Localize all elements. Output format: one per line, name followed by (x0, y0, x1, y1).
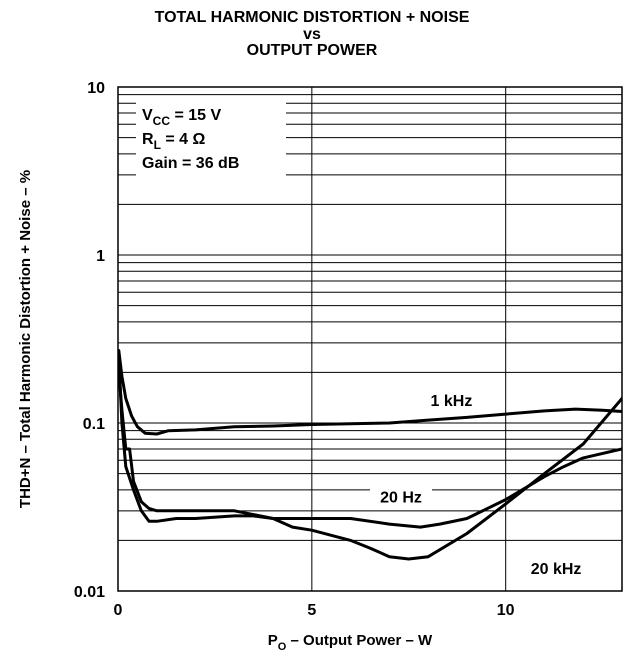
tick-labels: 0.01 0.1 1 10 0 5 10 (74, 80, 515, 619)
condition-line: Gain = 36 dB (142, 155, 239, 172)
condition-rest: = 4 Ω (161, 131, 206, 148)
series-label: 20 Hz (380, 490, 422, 507)
chart-title-line-2: vs (303, 26, 321, 43)
series-label-bg (420, 388, 483, 413)
condition-sub: CC (153, 114, 171, 128)
series-layer (118, 349, 622, 561)
x-tick-label: 5 (307, 602, 316, 619)
y-tick-label: 0.1 (83, 416, 105, 433)
plot-frame (117, 86, 623, 592)
y-tick-label: 0.01 (74, 584, 105, 601)
x-tick-label: 10 (497, 602, 515, 619)
x-axis-label-sub: O (278, 641, 287, 653)
series-label: 1 kHz (431, 393, 473, 410)
chart-title-line-3: OUTPUT POWER (246, 42, 378, 59)
conditions-box (136, 97, 286, 181)
condition-rest: = 15 V (170, 107, 221, 124)
x-axis-label-rest: – Output Power – W (286, 632, 433, 649)
series-label: 20 kHz (531, 561, 582, 578)
condition-line: VCC = 15 V (142, 107, 221, 128)
x-axis-label: PO – Output Power – W (268, 632, 433, 653)
y-axis-label: THD+N – Total Harmonic Distortion + Nois… (17, 170, 34, 508)
series-line-1-khz (118, 349, 622, 436)
series-labels: 1 kHz 20 Hz 20 kHz (370, 388, 592, 581)
series-label-bg (370, 484, 433, 509)
condition-line: RL = 4 Ω (142, 131, 205, 152)
condition-sub: L (154, 138, 161, 152)
x-tick-label: 0 (114, 602, 123, 619)
condition-main: R (142, 131, 154, 148)
series-label-bg (520, 556, 592, 581)
y-tick-label: 1 (96, 248, 105, 265)
y-tick-label: 10 (87, 80, 105, 97)
test-conditions: VCC = 15 V RL = 4 Ω Gain = 36 dB (142, 107, 239, 172)
x-axis-label-main: P (268, 632, 278, 649)
series-line-20-khz (118, 354, 622, 561)
condition-main: Gain = 36 dB (142, 155, 239, 172)
chart-title-line-1: TOTAL HARMONIC DISTORTION + NOISE (154, 9, 470, 26)
condition-main: V (142, 107, 153, 124)
